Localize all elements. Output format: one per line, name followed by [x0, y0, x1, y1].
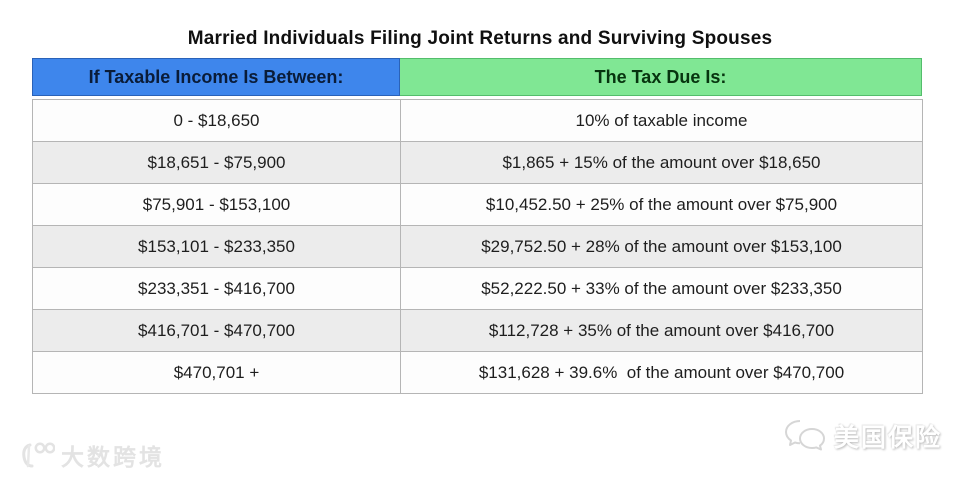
watermark-right: 美国保险 — [783, 417, 942, 455]
income-cell: 0 - $18,650 — [32, 99, 401, 142]
tax-table-header-row: If Taxable Income Is Between: The Tax Du… — [32, 58, 922, 96]
table-row: $416,701 - $470,700 $112,728 + 35% of th… — [32, 309, 923, 352]
glasses-logo-icon — [19, 440, 55, 470]
tax-cell: $52,222.50 + 33% of the amount over $233… — [400, 267, 923, 310]
tax-cell: $29,752.50 + 28% of the amount over $153… — [400, 225, 923, 268]
watermark-left: 大数跨境 — [19, 438, 165, 472]
header-cell-income: If Taxable Income Is Between: — [32, 58, 400, 96]
tax-cell: 10% of taxable income — [400, 99, 923, 142]
watermark-left-label: 大数跨境 — [61, 444, 165, 470]
income-cell: $233,351 - $416,700 — [32, 267, 401, 310]
table-row: $233,351 - $416,700 $52,222.50 + 33% of … — [32, 267, 923, 310]
income-cell: $416,701 - $470,700 — [32, 309, 401, 352]
chat-bubbles-icon — [783, 417, 827, 455]
table-row: 0 - $18,650 10% of taxable income — [32, 99, 923, 142]
tax-table: 0 - $18,650 10% of taxable income $18,65… — [32, 99, 923, 394]
tax-cell: $131,628 + 39.6% of the amount over $470… — [400, 351, 923, 394]
page-title: Married Individuals Filing Joint Returns… — [187, 28, 773, 49]
table-row: $470,701 + $131,628 + 39.6% of the amoun… — [32, 351, 923, 394]
table-row: $153,101 - $233,350 $29,752.50 + 28% of … — [32, 225, 923, 268]
income-cell: $470,701 + — [32, 351, 401, 394]
tax-cell: $10,452.50 + 25% of the amount over $75,… — [400, 183, 923, 226]
table-row: $75,901 - $153,100 $10,452.50 + 25% of t… — [32, 183, 923, 226]
header-cell-tax: The Tax Due Is: — [400, 58, 922, 96]
table-row: $18,651 - $75,900 $1,865 + 15% of the am… — [32, 141, 923, 184]
income-cell: $75,901 - $153,100 — [32, 183, 401, 226]
tax-cell: $1,865 + 15% of the amount over $18,650 — [400, 141, 923, 184]
income-cell: $18,651 - $75,900 — [32, 141, 401, 184]
watermark-right-label: 美国保险 — [834, 424, 943, 452]
income-cell: $153,101 - $233,350 — [32, 225, 401, 268]
tax-cell: $112,728 + 35% of the amount over $416,7… — [400, 309, 923, 352]
